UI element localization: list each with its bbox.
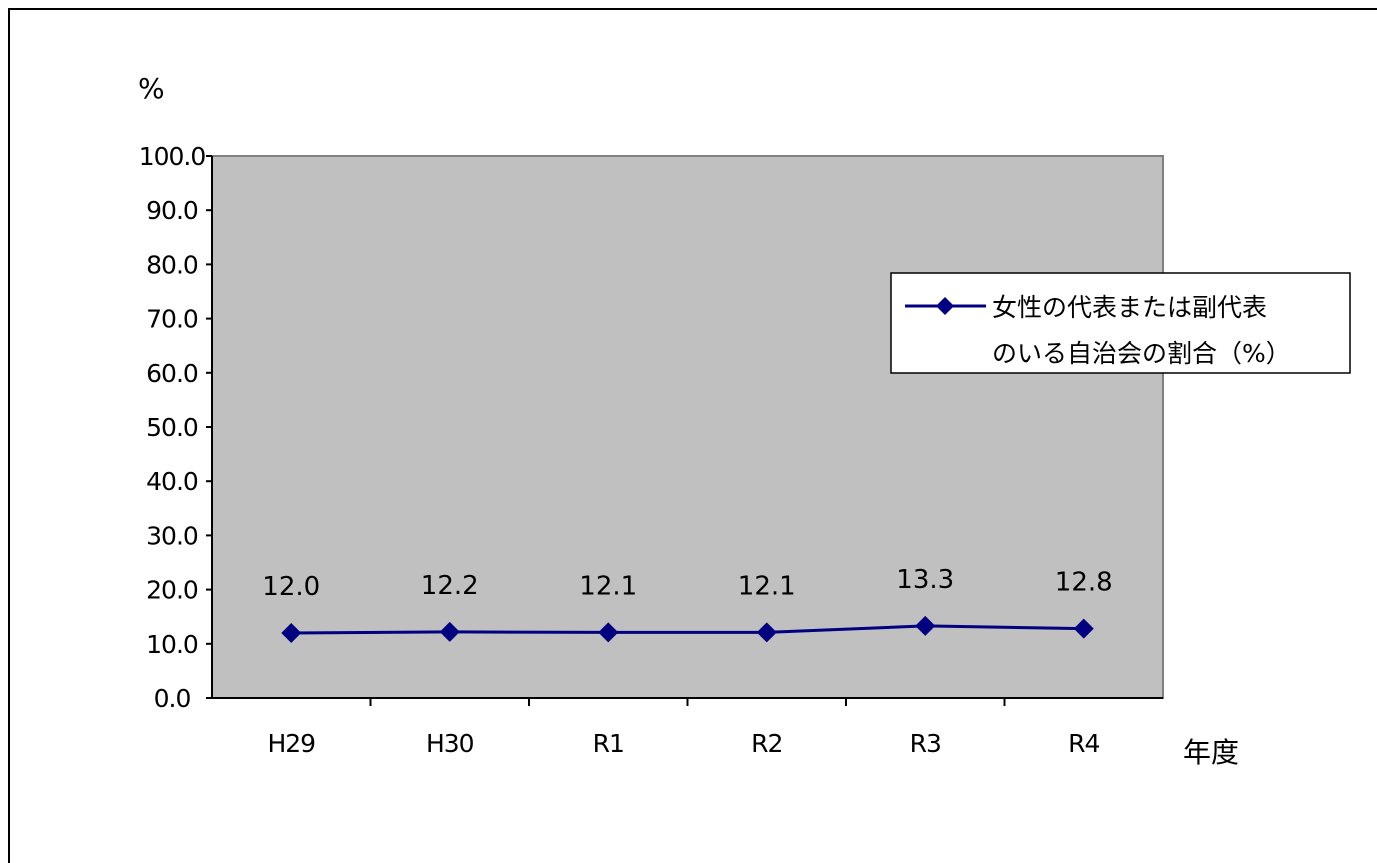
data-value-label: 12.8 (1055, 568, 1113, 598)
y-tick-label: 80.0 (146, 250, 198, 279)
data-value-label: 12.2 (421, 571, 479, 601)
y-tick-label: 70.0 (146, 305, 198, 334)
x-tick-label: R4 (1068, 729, 1099, 758)
legend-diamond-marker (936, 297, 954, 315)
y-tick-label: 30.0 (146, 521, 198, 550)
x-tick-label: H29 (267, 729, 315, 758)
plot-area (211, 155, 1164, 699)
series-line (291, 624, 1084, 635)
x-tick-label: R3 (910, 729, 941, 758)
data-point-marker (598, 622, 619, 643)
y-tick-label: 90.0 (146, 196, 198, 225)
y-axis-unit-label: % (138, 72, 165, 105)
data-point-marker (915, 615, 936, 636)
data-value-label: 12.1 (579, 571, 637, 601)
data-value-label: 12.1 (738, 571, 796, 601)
data-value-label: 13.3 (896, 565, 954, 595)
x-axis-label: 年度 (1183, 736, 1239, 769)
y-tick-label: 60.0 (146, 359, 198, 388)
data-point-marker (756, 622, 777, 643)
y-tick-label: 10.0 (146, 630, 198, 659)
y-tick-label: 50.0 (146, 413, 198, 442)
y-tick-label: 100.0 (139, 142, 206, 171)
data-point-marker (1073, 618, 1094, 639)
y-tick-label: 40.0 (146, 467, 198, 496)
data-point-marker (439, 621, 460, 642)
legend-box (890, 272, 1351, 374)
legend-label-line-1: 女性の代表または副代表 (992, 293, 1267, 322)
x-tick-label: H30 (426, 729, 474, 758)
data-point-marker (281, 622, 302, 643)
legend: 女性の代表または副代表 のいる自治会の割合（%） (890, 272, 1351, 374)
x-tick-label: R2 (751, 729, 782, 758)
legend-label-line-2: のいる自治会の割合（%） (992, 339, 1291, 368)
y-tick-label: 0.0 (154, 684, 191, 713)
y-tick-label: 20.0 (146, 576, 198, 605)
data-value-label: 12.0 (262, 572, 320, 602)
x-tick-label: R1 (593, 729, 624, 758)
